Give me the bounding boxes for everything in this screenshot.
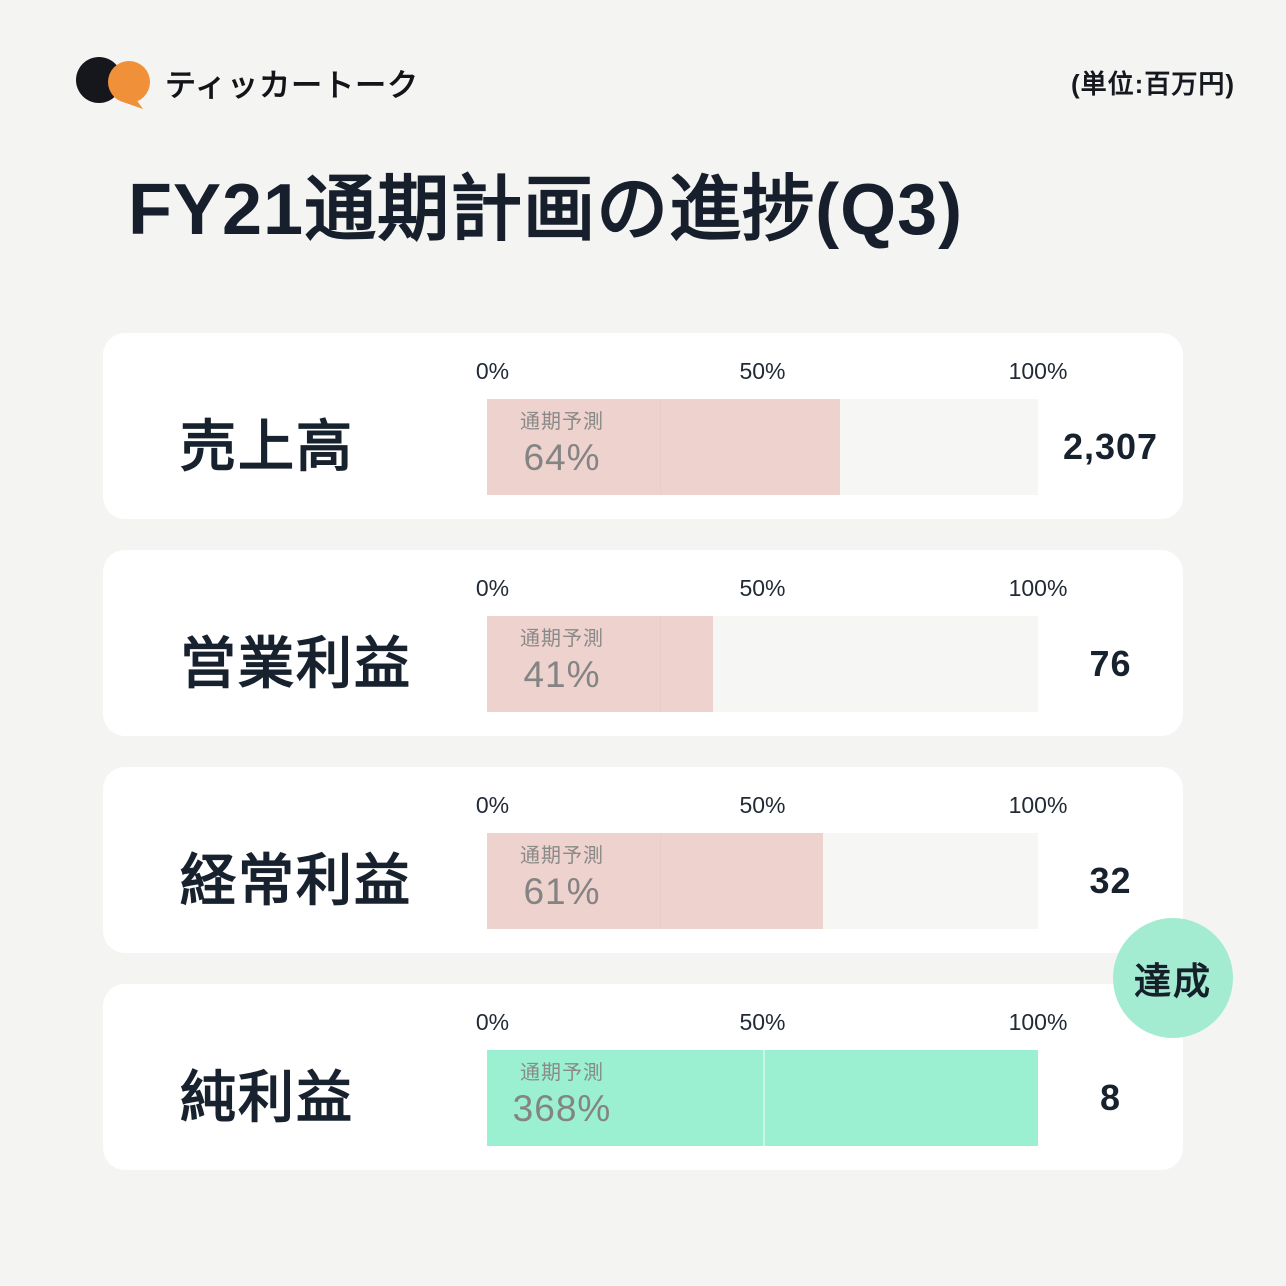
axis-tick-0: 0% <box>475 574 510 601</box>
page-title: FY21通期計画の進捗(Q3) <box>128 170 964 250</box>
metric-label: 売上高 <box>180 415 354 478</box>
axis-tick-50: 50% <box>739 574 786 601</box>
midline-50pct <box>762 1049 765 1146</box>
percent-label: 368% <box>512 1087 612 1129</box>
metric-card-revenue: 売上高 0% 50% 100% 通期予測 64% 2,307 <box>103 333 1183 519</box>
axis-ticks: 0% 50% 100% <box>476 574 1068 603</box>
fill-label: 通期予測 64% <box>487 410 637 480</box>
metric-card-operating-profit: 営業利益 0% 50% 100% 通期予測 41% 76 <box>103 550 1183 736</box>
progress-track: 通期予測 368% <box>487 1049 1038 1146</box>
fill-label: 通期予測 61% <box>487 844 637 914</box>
progress-chart: 0% 50% 100% 通期予測 368% <box>476 1008 1068 1146</box>
metric-label: 経常利益 <box>180 849 412 912</box>
axis-tick-100: 100% <box>1008 574 1068 601</box>
fill-label: 通期予測 41% <box>487 627 637 697</box>
metric-label: 純利益 <box>180 1066 354 1129</box>
axis-tick-50: 50% <box>739 791 786 818</box>
metric-card-net-profit: 純利益 0% 50% 100% 通期予測 368% 8 <box>103 984 1183 1170</box>
progress-chart: 0% 50% 100% 通期予測 41% <box>476 574 1068 712</box>
brand-name: ティッカートーク <box>165 67 420 103</box>
progress-fill: 通期予測 64% <box>487 398 840 495</box>
forecast-label: 通期予測 <box>520 410 604 433</box>
progress-track: 通期予測 61% <box>487 832 1038 929</box>
axis-tick-50: 50% <box>739 1008 786 1035</box>
forecast-label: 通期予測 <box>520 627 604 650</box>
achieved-badge: 達成 <box>1113 918 1233 1038</box>
metric-card-ordinary-profit: 経常利益 0% 50% 100% 通期予測 61% 32 <box>103 767 1183 953</box>
metric-label: 営業利益 <box>180 632 412 695</box>
forecast-label: 通期予測 <box>520 1061 604 1084</box>
progress-fill: 通期予測 368% <box>487 1049 1038 1146</box>
progress-chart: 0% 50% 100% 通期予測 61% <box>476 791 1068 929</box>
brand-logo: ティッカートーク <box>75 52 419 112</box>
metric-cards: 売上高 0% 50% 100% 通期予測 64% 2,307 営業利益 <box>103 333 1183 1170</box>
progress-fill: 通期予測 41% <box>487 615 713 712</box>
percent-label: 61% <box>523 870 601 912</box>
axis-tick-100: 100% <box>1008 357 1068 384</box>
unit-label: (単位:百万円) <box>1071 68 1235 99</box>
axis-ticks: 0% 50% 100% <box>476 357 1068 386</box>
forecast-label: 通期予測 <box>520 844 604 867</box>
axis-ticks: 0% 50% 100% <box>476 791 1068 820</box>
percent-label: 64% <box>523 436 601 478</box>
header: ティッカートーク (単位:百万円) <box>75 52 1235 112</box>
progress-fill: 通期予測 61% <box>487 832 824 929</box>
progress-chart: 0% 50% 100% 通期予測 64% <box>476 357 1068 495</box>
metric-value: 76 <box>1089 643 1132 684</box>
metric-value: 8 <box>1099 1077 1122 1118</box>
axis-tick-0: 0% <box>475 791 510 818</box>
fill-label: 通期予測 368% <box>487 1061 637 1131</box>
axis-tick-50: 50% <box>739 357 786 384</box>
progress-track: 通期予測 41% <box>487 615 1038 712</box>
axis-tick-0: 0% <box>475 1008 510 1035</box>
axis-ticks: 0% 50% 100% <box>476 1008 1068 1037</box>
axis-tick-100: 100% <box>1008 791 1068 818</box>
percent-label: 41% <box>523 653 601 695</box>
metric-value: 32 <box>1089 860 1132 901</box>
speech-bubbles-icon <box>75 52 151 112</box>
axis-tick-100: 100% <box>1008 1008 1068 1035</box>
axis-tick-0: 0% <box>475 357 510 384</box>
metric-value: 2,307 <box>1062 426 1159 467</box>
progress-track: 通期予測 64% <box>487 398 1038 495</box>
